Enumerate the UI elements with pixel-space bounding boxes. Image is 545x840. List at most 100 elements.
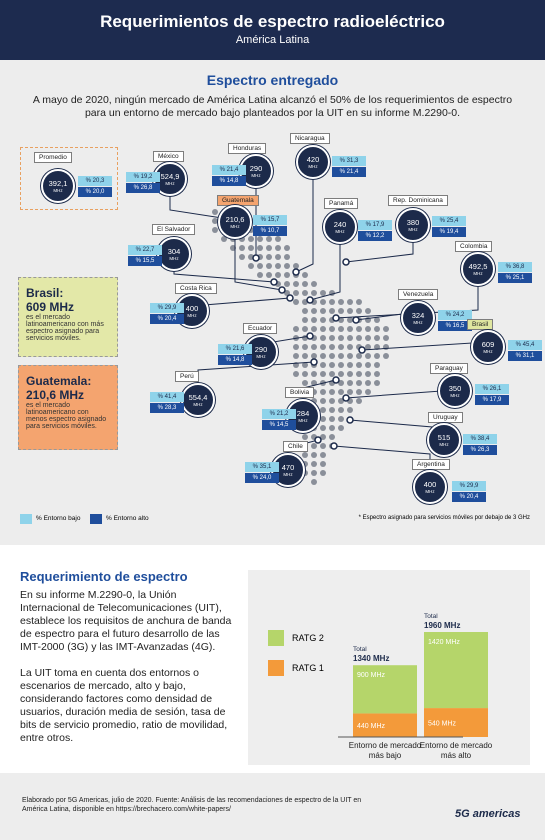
map-dot bbox=[266, 245, 272, 251]
pct-high: % 14,5 bbox=[262, 420, 296, 430]
unit-text: MHz bbox=[251, 173, 261, 178]
value-text: 290 bbox=[249, 164, 263, 173]
highlight-text: es el mercado latinoamericano con más es… bbox=[26, 314, 104, 342]
country-label: Chile bbox=[283, 441, 308, 452]
value-text: 470 bbox=[281, 463, 295, 472]
category-label: Entorno de mercado más bajo bbox=[348, 741, 422, 760]
pct-low: % 25,4 bbox=[432, 216, 466, 226]
map-dot bbox=[347, 299, 353, 305]
map-dot bbox=[266, 272, 272, 278]
unit-text: MHz bbox=[450, 393, 460, 398]
value-label: 540 MHz bbox=[428, 721, 457, 728]
map-dot bbox=[275, 254, 281, 260]
map-dot bbox=[365, 335, 371, 341]
map-dot bbox=[338, 308, 344, 314]
map-dot bbox=[320, 308, 326, 314]
note: * Espectro asignado para servicios móvil… bbox=[358, 515, 530, 521]
connector-end bbox=[292, 268, 300, 276]
map-dot bbox=[374, 362, 380, 368]
country-label: Brasil bbox=[467, 319, 494, 330]
map-dot bbox=[365, 308, 371, 314]
value-circle: 350 MHz bbox=[438, 374, 472, 408]
value-text: 492,5 bbox=[468, 262, 488, 271]
connector-end bbox=[342, 258, 350, 266]
map-dot bbox=[284, 290, 290, 296]
map-dot bbox=[284, 281, 290, 287]
map-dot bbox=[320, 452, 326, 458]
value-circle: 240 MHz bbox=[323, 210, 357, 244]
total-label: 1340 MHz bbox=[353, 654, 389, 663]
map-dot bbox=[320, 290, 326, 296]
value-circle: 210,6 MHz bbox=[218, 205, 252, 239]
map-dot bbox=[212, 209, 218, 215]
map-dot bbox=[329, 335, 335, 341]
pct-high: % 20,4 bbox=[150, 314, 184, 324]
unit-text: MHz bbox=[256, 354, 266, 359]
country-label: Paraguay bbox=[430, 363, 468, 374]
map-dot bbox=[311, 479, 317, 485]
map-dot bbox=[383, 326, 389, 332]
value-text: 350 bbox=[448, 384, 462, 393]
map-dot bbox=[347, 389, 353, 395]
unit-text: MHz bbox=[193, 402, 203, 407]
map-dot bbox=[356, 398, 362, 404]
map-dot bbox=[356, 335, 362, 341]
pct-high: % 14,8 bbox=[212, 176, 246, 186]
map-dot bbox=[329, 398, 335, 404]
map-dot bbox=[257, 272, 263, 278]
country-label: Costa Rica bbox=[175, 283, 217, 294]
connector-end bbox=[286, 294, 294, 302]
value-text: 324 bbox=[411, 311, 425, 320]
map-dot bbox=[212, 218, 218, 224]
map-dot bbox=[356, 380, 362, 386]
pct-high: % 31,1 bbox=[508, 351, 542, 361]
value-circle: 524,9 MHz bbox=[153, 162, 187, 196]
map-dot bbox=[311, 317, 317, 323]
pct-low: % 45,4 bbox=[508, 340, 542, 350]
map-dot bbox=[329, 389, 335, 395]
map-dot bbox=[302, 371, 308, 377]
pct-low: % 21,6 bbox=[218, 344, 252, 354]
map-dot bbox=[338, 425, 344, 431]
map-dot bbox=[329, 362, 335, 368]
value-text: 380 bbox=[406, 218, 420, 227]
legend-swatch bbox=[20, 514, 32, 524]
map-dot bbox=[320, 425, 326, 431]
map-dot bbox=[374, 335, 380, 341]
pct-low: % 31,3 bbox=[332, 156, 366, 166]
map-dot bbox=[311, 353, 317, 359]
map-dot bbox=[347, 353, 353, 359]
connector-end bbox=[252, 254, 260, 262]
country-label: Ecuador bbox=[243, 323, 278, 334]
map-dot bbox=[311, 470, 317, 476]
map-dot bbox=[320, 326, 326, 332]
value-text: 400 bbox=[423, 480, 437, 489]
map-dot bbox=[356, 362, 362, 368]
map-dot bbox=[329, 344, 335, 350]
map-dot bbox=[338, 353, 344, 359]
map-dot bbox=[338, 344, 344, 350]
connector-end bbox=[314, 436, 322, 444]
country-label: Venezuela bbox=[398, 289, 439, 300]
map-dot bbox=[329, 371, 335, 377]
map-dot bbox=[248, 236, 254, 242]
pct-low: % 41,4 bbox=[150, 392, 184, 402]
unit-text: MHz bbox=[439, 442, 449, 447]
map-dot bbox=[365, 353, 371, 359]
title: Requerimientos de espectro radioeléctric… bbox=[100, 12, 445, 31]
map-dot bbox=[320, 434, 326, 440]
map-dot bbox=[320, 398, 326, 404]
country-label: Honduras bbox=[228, 143, 267, 154]
connector-line bbox=[309, 227, 341, 301]
country-label: Argentina bbox=[412, 459, 450, 470]
legend-label: RATG 1 bbox=[292, 663, 324, 673]
map-dot bbox=[284, 254, 290, 260]
map-dot bbox=[338, 389, 344, 395]
unit-text: MHz bbox=[425, 489, 435, 494]
unit-text: MHz bbox=[283, 472, 293, 477]
map-dot bbox=[293, 371, 299, 377]
legend-label: % Entorno alto bbox=[106, 515, 149, 522]
highlight-box: Guatemala: 210,6 MHz es el mercado latin… bbox=[18, 365, 118, 450]
pct-low: % 19,2 bbox=[126, 172, 160, 182]
map-dot bbox=[365, 380, 371, 386]
